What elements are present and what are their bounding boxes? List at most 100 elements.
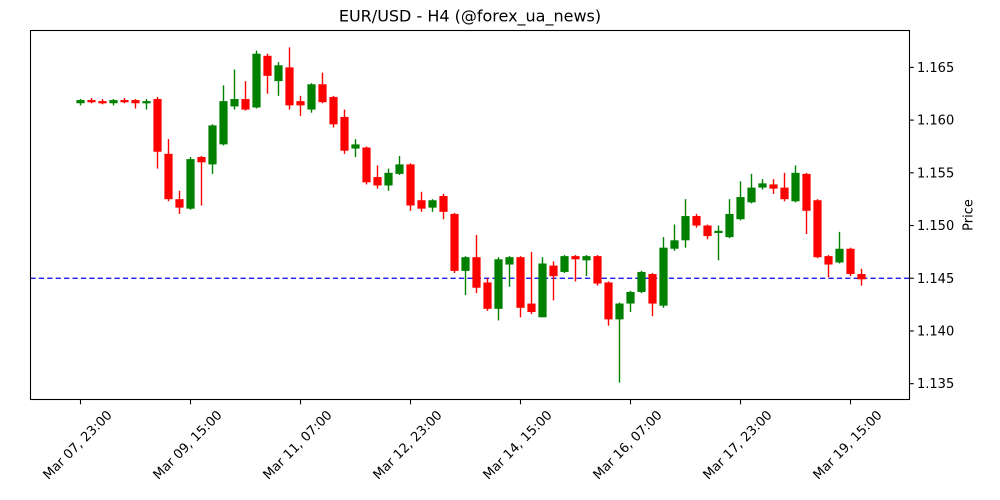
candle-body [505, 257, 514, 265]
candle [846, 247, 855, 277]
candle [494, 257, 503, 321]
candle-body [494, 259, 503, 309]
candle [87, 97, 96, 104]
candle [351, 139, 360, 158]
candle [538, 257, 547, 318]
y-tick-label: 1.165 [917, 61, 954, 76]
candle-body [219, 101, 228, 145]
candle [571, 255, 580, 282]
candle-body [340, 116, 349, 151]
candle-body [681, 216, 690, 241]
candle-body [582, 256, 591, 261]
y-tick-label: 1.145 [917, 272, 954, 287]
candle [813, 199, 822, 259]
candle [582, 255, 591, 277]
candles-layer [76, 47, 866, 383]
x-tick-label: Mar 16, 07:00 [591, 408, 666, 483]
x-tick-label: Mar 07, 23:00 [41, 408, 116, 483]
x-tick-label: Mar 17, 23:00 [701, 408, 776, 483]
candle-body [703, 225, 712, 237]
candle-body [428, 200, 437, 208]
candle [329, 95, 338, 128]
candle [362, 146, 371, 185]
candle-body [307, 84, 316, 110]
candle-body [241, 99, 250, 110]
candle [802, 172, 811, 234]
candle [417, 191, 426, 212]
candle [175, 190, 184, 214]
candle [725, 199, 734, 239]
candle [780, 172, 789, 202]
candle [263, 53, 272, 94]
candle-body [263, 55, 272, 76]
candle [549, 261, 558, 301]
candle [109, 99, 118, 106]
candle [142, 99, 151, 110]
candle-body [615, 303, 624, 320]
candle [703, 224, 712, 240]
candle-body [692, 216, 701, 226]
candle [681, 199, 690, 248]
candle-body [175, 199, 184, 208]
candle-body [87, 100, 96, 103]
candle-body [208, 125, 217, 165]
candle-body [835, 248, 844, 263]
candle-body [450, 213, 459, 271]
candle-body [76, 100, 85, 104]
y-axis-label: Price [962, 199, 977, 231]
candle-body [417, 200, 426, 209]
candle-body [362, 147, 371, 183]
candle-body [98, 101, 107, 104]
candle [637, 270, 646, 294]
candle [824, 255, 833, 278]
candle-body [846, 248, 855, 275]
candle [285, 47, 294, 110]
candle [384, 168, 393, 191]
candle [318, 72, 327, 104]
candle-body [483, 282, 492, 309]
candle [439, 193, 448, 220]
candle-body [197, 157, 206, 163]
candle [164, 139, 173, 202]
candle [296, 95, 305, 116]
candle [406, 163, 415, 211]
candle [615, 302, 624, 383]
candle [307, 83, 316, 113]
candle [373, 165, 382, 189]
candle-body [670, 240, 679, 249]
candle-body [461, 257, 470, 271]
candle [340, 109, 349, 154]
candle-body [560, 256, 569, 272]
candle-body [164, 153, 173, 200]
candle [428, 199, 437, 212]
candle-body [802, 173, 811, 211]
candle-body [857, 274, 866, 280]
y-tick-label: 1.135 [917, 377, 954, 392]
candle-body [472, 257, 481, 288]
y-tick-label: 1.150 [917, 219, 954, 234]
candle [505, 256, 514, 287]
candle-body [285, 67, 294, 106]
chart-title: EUR/USD - H4 (@forex_ua_news) [339, 7, 601, 27]
candle-body [142, 101, 151, 104]
y-tick-label: 1.140 [917, 325, 954, 340]
candle-body [813, 200, 822, 258]
candle [483, 278, 492, 311]
candle [76, 99, 85, 106]
candle-body [274, 65, 283, 82]
candle-body [593, 256, 602, 284]
candle [219, 85, 228, 146]
candle-body [131, 100, 140, 104]
candle [560, 255, 569, 273]
candle [769, 179, 778, 194]
candle-body [516, 257, 525, 308]
x-tick-label: Mar 12, 23:00 [371, 408, 446, 483]
candle [604, 281, 613, 326]
candle-body [769, 184, 778, 189]
candle-body [824, 256, 833, 265]
candle-body [120, 100, 129, 103]
candle-body [659, 247, 668, 306]
candle-body [549, 265, 558, 277]
candle-body [329, 96, 338, 125]
candle-body [109, 100, 118, 104]
